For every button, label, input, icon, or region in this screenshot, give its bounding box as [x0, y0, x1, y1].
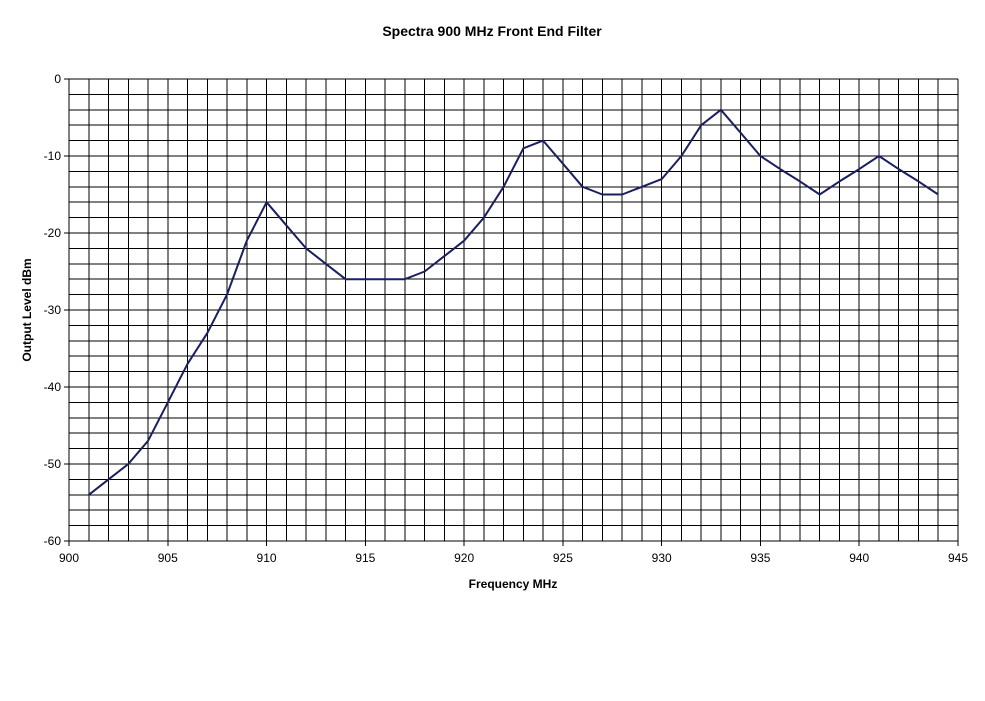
y-tick-label: -40 — [44, 380, 62, 394]
x-tick-label: 920 — [454, 551, 474, 565]
y-tick-label: -30 — [44, 303, 62, 317]
y-tick-label: -50 — [44, 457, 62, 471]
y-tick-label: -10 — [44, 149, 62, 163]
x-axis-title: Frequency MHz — [469, 577, 558, 591]
series — [88, 108, 939, 496]
x-tick-label: 945 — [948, 551, 968, 565]
series-line — [88, 108, 939, 496]
x-tick-label: 915 — [355, 551, 375, 565]
x-tick-label: 935 — [750, 551, 770, 565]
x-tick-labels: 900 905 910 915 920 925 930 935 940 945 — [59, 551, 968, 565]
x-tick-label: 900 — [59, 551, 79, 565]
y-axis-title: Output Level dBm — [20, 258, 34, 361]
chart-title: Spectra 900 MHz Front End Filter — [382, 23, 602, 39]
x-tick-label: 940 — [849, 551, 869, 565]
y-tick-label: -20 — [44, 226, 62, 240]
grid — [64, 78, 959, 546]
x-tick-label: 930 — [652, 551, 672, 565]
x-tick-label: 905 — [158, 551, 178, 565]
y-tick-label: 0 — [54, 72, 61, 86]
y-tick-labels: 0 -10 -20 -30 -40 -50 -60 — [44, 72, 62, 548]
x-tick-label: 925 — [553, 551, 573, 565]
x-tick-label: 910 — [257, 551, 277, 565]
y-tick-label: -60 — [44, 534, 62, 548]
